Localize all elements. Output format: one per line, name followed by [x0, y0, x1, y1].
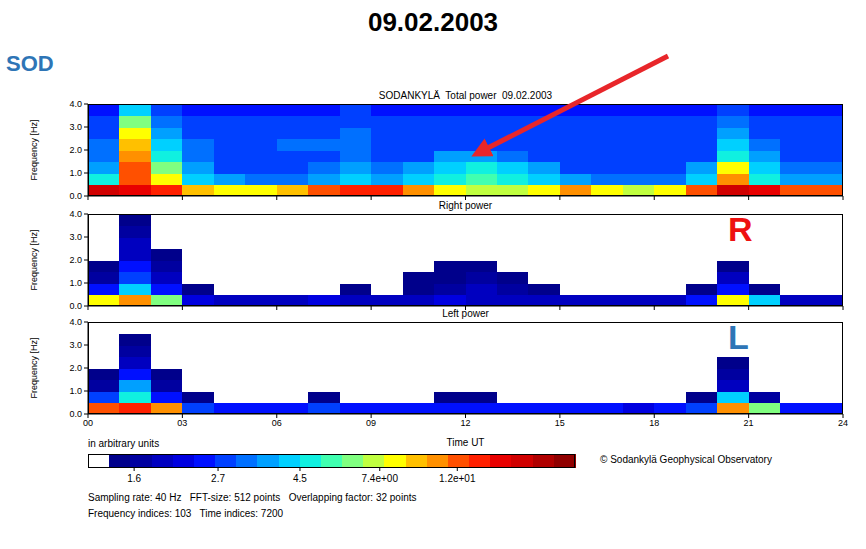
html-text:Sampling rate: 40 Hz FFT-size:: Sampling rate: 40 Hz FFT-size: 512 point… — [88, 492, 417, 503]
svg-text:2.0: 2.0 — [69, 363, 82, 373]
html-text:© Sodankylä Geophysical Observ: © Sodankylä Geophysical Observatory — [600, 454, 772, 465]
html-text:in arbitrary units: in arbitrary units — [88, 438, 160, 449]
svg-text:2.0: 2.0 — [69, 255, 82, 265]
svg-text:1.6: 1.6 — [127, 473, 141, 484]
svg-text:03: 03 — [177, 418, 187, 428]
html-text:09.02.2003: 09.02.2003 — [367, 7, 499, 37]
svg-text:Frequency [Hz]: Frequency [Hz] — [29, 337, 39, 398]
svg-text:0.0: 0.0 — [69, 191, 82, 201]
svg-text:21: 21 — [744, 418, 754, 428]
svg-text:2.0: 2.0 — [69, 145, 82, 155]
svg-text:Time UT: Time UT — [447, 437, 485, 448]
svg-text:2.7: 2.7 — [211, 473, 225, 484]
svg-text:4.0: 4.0 — [69, 209, 82, 219]
svg-text:4.0: 4.0 — [69, 99, 82, 109]
html-text:Right power: Right power — [438, 200, 493, 211]
svg-text:24: 24 — [838, 418, 848, 428]
svg-text:1.2e+01: 1.2e+01 — [439, 473, 476, 484]
html-text:L: L — [728, 318, 749, 356]
svg-text:1.0: 1.0 — [69, 386, 82, 396]
svg-text:3.0: 3.0 — [69, 340, 82, 350]
svg-text:4.0: 4.0 — [69, 317, 82, 327]
svg-text:4.5: 4.5 — [293, 473, 307, 484]
svg-text:1.0: 1.0 — [69, 278, 82, 288]
html-text:Frequency indices: 103 Time in: Frequency indices: 103 Time indices: 720… — [88, 508, 284, 519]
svg-text:0.0: 0.0 — [69, 409, 82, 419]
html-text:SODANKYLÄ Total power 09.02.20: SODANKYLÄ Total power 09.02.2003 — [378, 90, 553, 101]
html-text:R: R — [728, 210, 753, 248]
svg-text:3.0: 3.0 — [69, 122, 82, 132]
svg-text:1.0: 1.0 — [69, 168, 82, 178]
svg-text:00: 00 — [83, 418, 93, 428]
svg-text:18: 18 — [649, 418, 659, 428]
html-text:SOD: SOD — [6, 51, 54, 76]
svg-text:Frequency [Hz]: Frequency [Hz] — [29, 119, 39, 180]
svg-text:06: 06 — [272, 418, 282, 428]
svg-text:Frequency [Hz]: Frequency [Hz] — [29, 229, 39, 290]
svg-text:7.4e+00: 7.4e+00 — [362, 473, 399, 484]
html-text:Left power: Left power — [442, 308, 489, 319]
svg-text:0.0: 0.0 — [69, 301, 82, 311]
svg-text:12: 12 — [460, 418, 470, 428]
svg-text:09: 09 — [366, 418, 376, 428]
svg-text:3.0: 3.0 — [69, 232, 82, 242]
svg-text:15: 15 — [555, 418, 565, 428]
